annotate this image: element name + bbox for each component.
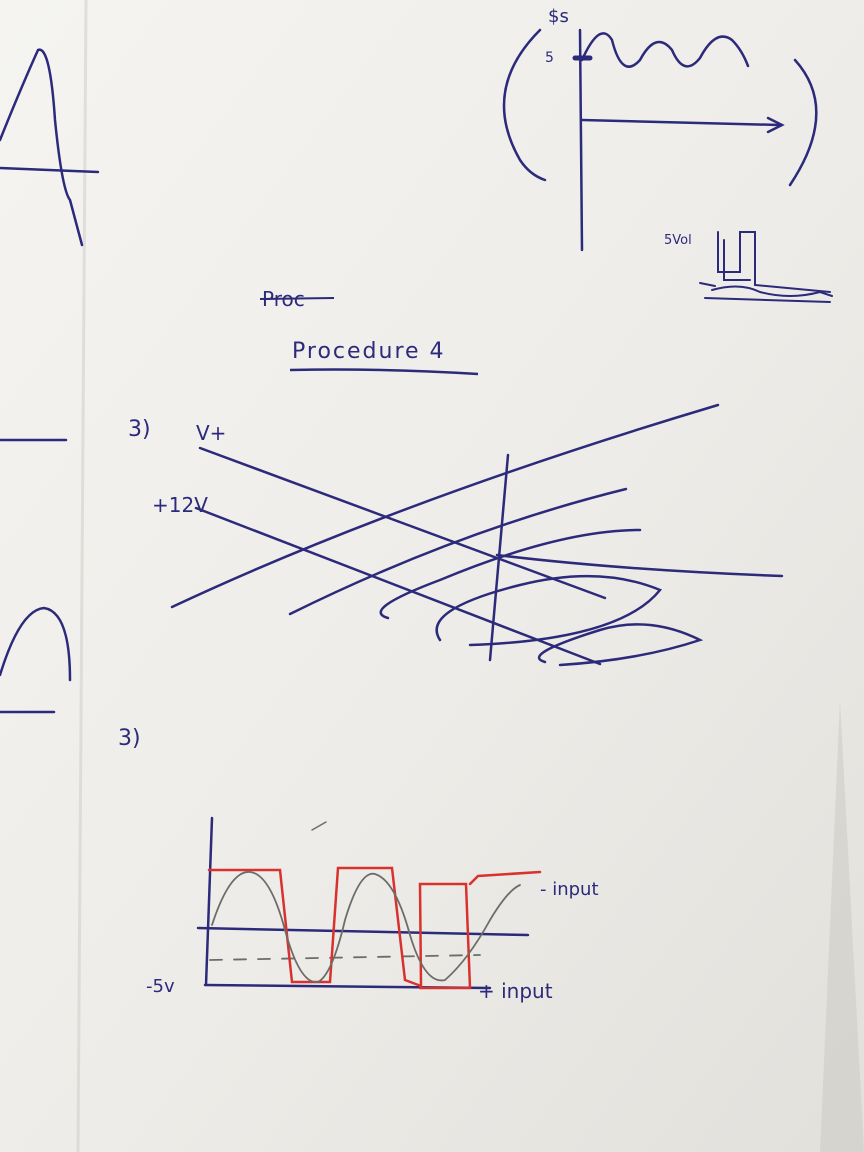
scribble-lines — [170, 403, 784, 667]
v12-label: +12V — [152, 493, 208, 517]
square-wave — [207, 866, 542, 990]
section-b-number: 3) — [118, 726, 141, 751]
vplus-label: V+ — [196, 421, 226, 445]
top-right-sketch — [502, 28, 818, 252]
small-sketch-label: 5Vol — [664, 233, 692, 248]
paper-crease-right — [820, 700, 864, 1152]
small-pulse-sketch — [699, 231, 833, 303]
top-right-label-s: $s — [548, 6, 569, 27]
plus-input-label: + input — [478, 979, 553, 1003]
strike-through — [259, 297, 335, 300]
y-axis — [204, 816, 214, 987]
paper-crease — [76, 0, 88, 1152]
left-edge-drawings — [0, 48, 100, 714]
page-title: Procedure 4 — [292, 339, 446, 364]
minus-input-label: - input — [540, 879, 599, 900]
minus-5v-label: -5v — [146, 976, 175, 997]
section-a-number: 3) — [128, 417, 151, 442]
dashed-reference — [209, 954, 481, 961]
title-underline — [289, 368, 479, 376]
top-right-label-5: 5 — [545, 50, 554, 66]
sine-wave — [211, 871, 521, 983]
tick-mark — [311, 821, 327, 831]
midline — [196, 926, 530, 937]
waveform-graph — [196, 816, 542, 990]
